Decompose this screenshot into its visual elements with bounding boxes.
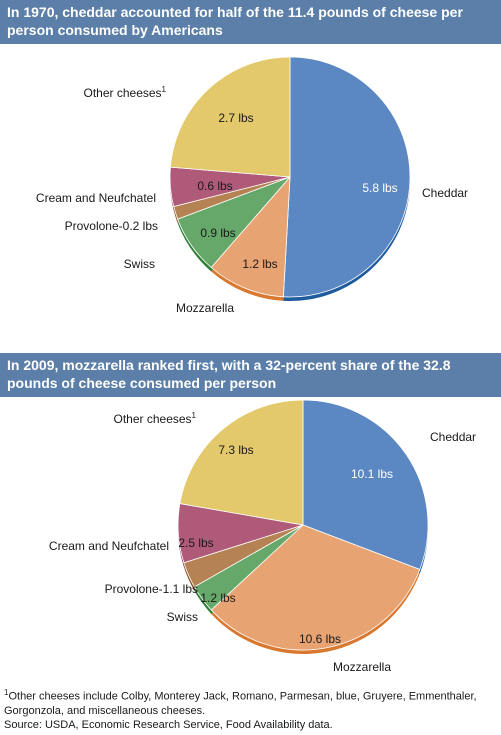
pie-slice-mozzarella [210,175,291,298]
value-label-other-cheeses: 7.3 lbs [218,443,253,457]
category-label-cream-and-neufchatel: Cream and Neufchatel [49,539,169,553]
category-label-cheddar: Cheddar [422,186,468,200]
value-label-cheddar: 10.1 lbs [351,467,393,481]
category-label-provolone-1-1-lbs: Provolone-1.1 lbs [105,582,198,596]
category-label-other-cheeses: Other cheeses1 [114,411,197,426]
pie-slice-other-cheeses [179,399,304,526]
source-note: Source: USDA, Economic Research Service,… [4,719,333,731]
footnote-marker: 1 [4,688,9,697]
category-label-cheddar: Cheddar [430,430,476,444]
category-label-superscript: 1 [192,411,197,420]
value-label-cheddar: 5.8 lbs [362,181,397,195]
chart-1-title: In 1970, cheddar accounted for half of t… [0,0,501,44]
category-label-superscript: 1 [162,85,167,94]
category-label-other-cheeses: Other cheeses1 [84,85,167,100]
value-label-mozzarella: 1.2 lbs [242,257,277,271]
category-label-mozzarella: Mozzarella [176,301,234,315]
pie-slice-mozzarella [210,524,421,651]
chart-2-title: In 2009, mozzarella ranked first, with a… [0,353,501,397]
pie-slice-cheddar [302,399,429,571]
value-label-cream-and-neufchatel: 2.5 lbs [178,536,213,550]
category-label-provolone-0-2-lbs: Provolone-0.2 lbs [65,219,158,233]
value-label-other-cheeses: 2.7 lbs [218,111,253,125]
category-label-cream-and-neufchatel: Cream and Neufchatel [36,191,156,205]
pie-slice-other-cheeses [169,56,291,178]
value-label-cream-and-neufchatel: 0.6 lbs [197,179,232,193]
value-label-swiss: 0.9 lbs [200,226,235,240]
value-label-mozzarella: 10.6 lbs [299,632,341,646]
pie-chart-1970: 5.8 lbs 1.2 lbs 0.9 lbs 0.6 lbs 2.7 lbs Chedd… [36,56,468,315]
category-label-swiss: Swiss [167,610,198,624]
pie-slice-cheddar [282,56,411,298]
footnote-text: Other cheeses include Colby, Monterey Ja… [4,690,477,717]
category-label-mozzarella: Mozzarella [333,660,391,674]
value-label-swiss: 1.2 lbs [200,591,235,605]
footnote: 1Other cheeses include Colby, Monterey J… [4,686,497,718]
pie-chart-2009: 10.1 lbs 10.6 lbs 1.2 lbs 2.5 lbs 7.3 lbs Che… [49,399,476,674]
category-label-swiss: Swiss [124,257,155,271]
